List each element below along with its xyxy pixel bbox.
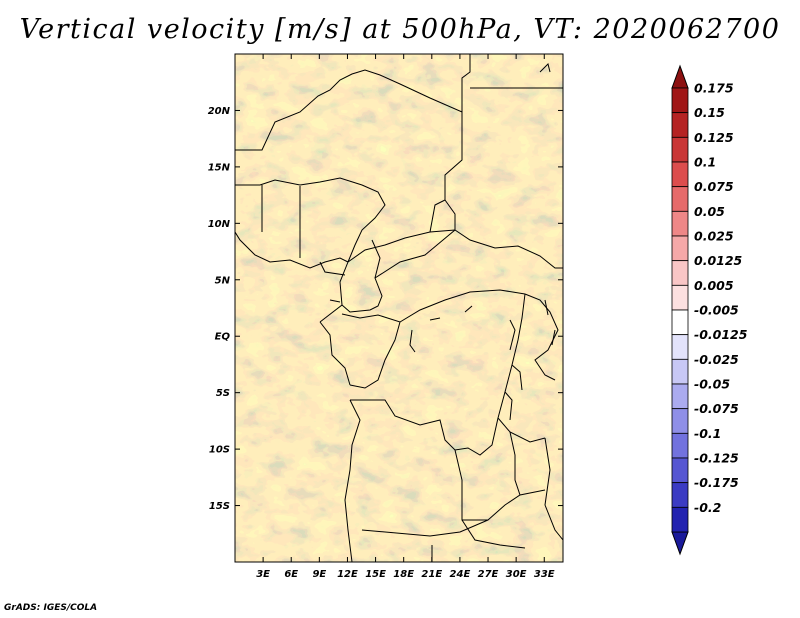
lat-tick-label: 5S — [216, 388, 230, 399]
lon-tick-label: 3E — [256, 569, 270, 580]
velocity-field — [235, 54, 563, 562]
colorbar-swatch — [671, 161, 689, 188]
colorbar-swatch — [671, 309, 689, 336]
colorbar-swatch — [671, 383, 689, 410]
lon-tick-label: 24E — [450, 569, 471, 580]
lat-tick-label: 15N — [208, 162, 231, 173]
colorbar-swatch — [671, 482, 689, 508]
colorbar-label: -0.2 — [694, 500, 721, 515]
colorbar-label: -0.175 — [694, 475, 739, 490]
colorbar-label: -0.05 — [694, 377, 730, 392]
colorbar-label: -0.125 — [694, 451, 739, 466]
colorbar-label: -0.1 — [694, 426, 721, 441]
lon-tick-label: 12E — [337, 569, 358, 580]
colorbar-label: 0.005 — [694, 278, 734, 293]
colorbar-swatch — [671, 136, 689, 163]
lon-tick-label: 21E — [421, 569, 442, 580]
lat-tick-label: 20N — [208, 106, 231, 117]
software-credit: GrADS: IGES/COLA — [4, 603, 98, 613]
map-panel: 3E 6E 9E 12E 15E 18E 21E 24E 27E 30E 33E 20N 15N 10N 5… — [208, 53, 564, 580]
lon-tick-label: 33E — [534, 569, 555, 580]
colorbar-top-cap — [671, 64, 689, 89]
colorbar-swatch — [671, 334, 689, 360]
colorbar-label: -0.025 — [694, 352, 739, 367]
lon-tick-label: 30E — [506, 569, 527, 580]
colorbar-swatch — [671, 210, 689, 237]
colorbar: 0.175 0.15 0.125 0.1 0.075 0.05 0.025 0.0125 0.0… — [671, 64, 748, 556]
lat-tick-label: 5N — [215, 275, 231, 286]
colorbar-label: -0.075 — [694, 401, 739, 416]
colorbar-label: 0.05 — [694, 204, 725, 219]
colorbar-swatch — [671, 186, 689, 212]
lon-tick-label: 15E — [365, 569, 386, 580]
colorbar-label: -0.0125 — [694, 327, 748, 342]
lat-tick-label: 15S — [209, 501, 230, 512]
colorbar-swatch — [671, 284, 689, 311]
colorbar-label: 0.15 — [694, 105, 725, 120]
map-frame — [234, 53, 564, 563]
colorbar-label: 0.175 — [694, 81, 734, 96]
colorbar-label: 0.0125 — [694, 253, 743, 268]
colorbar-label: 0.025 — [694, 229, 734, 244]
colorbar-swatch — [671, 260, 689, 286]
colorbar-label: -0.005 — [694, 303, 739, 318]
axis-ticks: 3E 6E 9E 12E 15E 18E 21E 24E 27E 30E 33E 20N 15N 10N 5… — [208, 54, 563, 580]
lat-tick-label: 10N — [208, 219, 231, 230]
plot-title: Vertical velocity [m/s] at 500hPa, VT: 2… — [19, 14, 781, 45]
lon-tick-label: 9E — [312, 569, 326, 580]
colorbar-label: 0.125 — [694, 130, 734, 145]
colorbar-swatch — [671, 506, 689, 533]
colorbar-swatch — [671, 235, 689, 262]
lat-tick-label: 10S — [209, 445, 230, 456]
colorbar-swatch — [671, 457, 689, 484]
lat-tick-label: EQ — [215, 332, 231, 343]
colorbar-swatch — [671, 87, 689, 114]
colorbar-swatch — [671, 408, 689, 434]
colorbar-swatch — [671, 112, 689, 138]
lon-tick-label: 27E — [478, 569, 499, 580]
country-borders — [235, 54, 563, 562]
colorbar-bottom-cap — [671, 531, 689, 556]
colorbar-swatch — [671, 358, 689, 385]
colorbar-label: 0.1 — [694, 155, 716, 170]
colorbar-label: 0.075 — [694, 179, 734, 194]
lon-tick-label: 6E — [284, 569, 298, 580]
colorbar-swatch — [671, 432, 689, 459]
lon-tick-label: 18E — [393, 569, 414, 580]
